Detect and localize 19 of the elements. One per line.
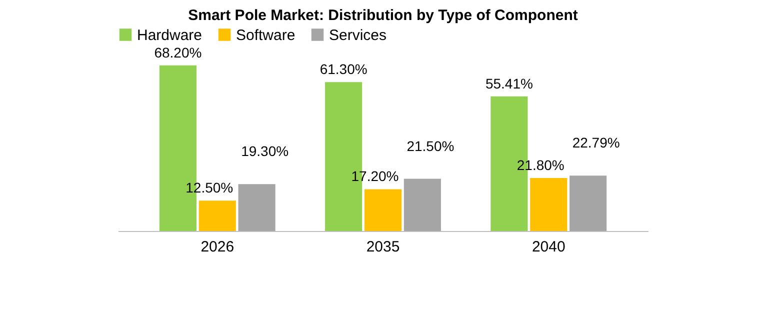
chart-title: Smart Pole Market: Distribution by Type of Component <box>188 7 578 24</box>
x-tick-label: 2040 <box>532 238 566 256</box>
data-label: 21.50% <box>406 138 454 154</box>
bar <box>570 176 607 231</box>
x-tick-label: 2026 <box>200 238 234 256</box>
data-label: 61.30% <box>320 61 368 78</box>
bar <box>198 200 236 231</box>
data-label: 68.20% <box>154 44 202 60</box>
data-label: 22.79% <box>572 134 620 151</box>
bar <box>530 178 568 231</box>
bar <box>364 189 402 231</box>
legend-label: Software <box>236 26 296 44</box>
bar <box>404 178 441 231</box>
data-label: 19.30% <box>241 143 289 160</box>
x-tick-label: 2035 <box>366 238 400 256</box>
legend-label: Services <box>329 26 387 44</box>
data-label: 55.41% <box>485 75 533 92</box>
legend-label: Hardware <box>137 26 202 44</box>
bar <box>238 184 276 231</box>
